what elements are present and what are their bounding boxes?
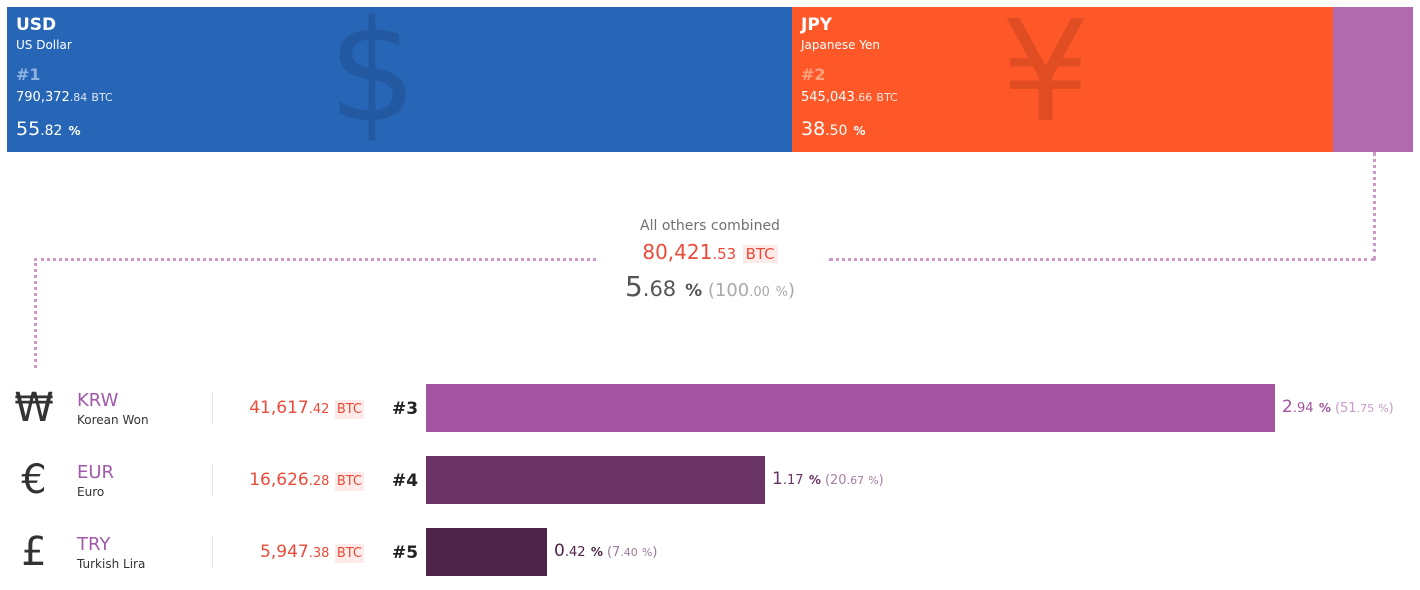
currency-row-try[interactable]: £ TRY Turkish Lira 5,947.38 BTC #5 0.42 …: [0, 528, 1420, 578]
bar-eur[interactable]: [426, 456, 765, 504]
yen-icon: ¥: [1001, 7, 1091, 152]
currency-name: US Dollar: [16, 38, 72, 52]
currency-row-krw[interactable]: ₩ KRW Korean Won 41,617.42 BTC #3 2.94 %…: [0, 384, 1420, 434]
currency-code: TRY: [77, 534, 111, 555]
rank-label: #1: [16, 65, 41, 84]
connector-line-left-horizontal: [34, 258, 596, 261]
currency-code: JPY: [801, 15, 833, 35]
currency-code: EUR: [77, 462, 115, 483]
percent-label: 0.42 % (7.40 %): [554, 541, 658, 561]
connector-line-left-vertical: [34, 258, 37, 368]
currency-name: Korean Won: [77, 413, 149, 427]
btc-volume: 545,043.66 BTC: [801, 90, 898, 105]
rank-label: #4: [392, 471, 419, 491]
currency-name: Euro: [77, 485, 105, 499]
share-percent: 38.50 %: [801, 118, 866, 140]
pound-icon: £: [21, 529, 47, 575]
btc-volume: 790,372.84 BTC: [16, 90, 113, 105]
dollar-icon: $: [328, 7, 418, 152]
top-segment-usd[interactable]: $ USD US Dollar #1 790,372.84 BTC 55.82 …: [7, 7, 792, 152]
divider: [212, 536, 213, 568]
divider: [212, 464, 213, 496]
top-segment-others[interactable]: [1333, 7, 1413, 152]
btc-volume: 16,626.28 BTC: [249, 470, 364, 491]
rank-label: #3: [392, 399, 419, 419]
currency-name: Turkish Lira: [77, 557, 146, 571]
others-btc-volume: 80,421.53 BTC: [560, 240, 860, 264]
currency-code: KRW: [77, 390, 119, 411]
currency-code: USD: [16, 15, 57, 35]
currency-name: Japanese Yen: [801, 38, 881, 52]
bar-try[interactable]: [426, 528, 547, 576]
others-summary: All others combined 80,421.53 BTC 5.68 %…: [560, 218, 860, 303]
euro-icon: €: [21, 457, 47, 503]
btc-volume: 5,947.38 BTC: [260, 542, 364, 563]
connector-line-right-horizontal: [829, 258, 1375, 261]
percent-label: 2.94 % (51.75 %): [1282, 397, 1394, 417]
share-percent: 55.82 %: [16, 118, 81, 140]
bar-krw[interactable]: [426, 384, 1275, 432]
connector-line-right-vertical: [1373, 152, 1376, 260]
others-label: All others combined: [640, 218, 780, 234]
currency-row-eur[interactable]: € EUR Euro 16,626.28 BTC #4 1.17 % (20.67…: [0, 456, 1420, 506]
top-segment-jpy[interactable]: ¥ JPY Japanese Yen #2 545,043.66 BTC 38.…: [792, 7, 1333, 152]
rank-label: #2: [801, 65, 826, 84]
rank-label: #5: [392, 543, 419, 563]
divider: [212, 392, 213, 424]
percent-label: 1.17 % (20.67 %): [772, 469, 884, 489]
won-icon: ₩: [14, 385, 54, 431]
btc-volume: 41,617.42 BTC: [249, 398, 364, 419]
others-share-percent: 5.68 % (100.00 %): [624, 270, 796, 303]
